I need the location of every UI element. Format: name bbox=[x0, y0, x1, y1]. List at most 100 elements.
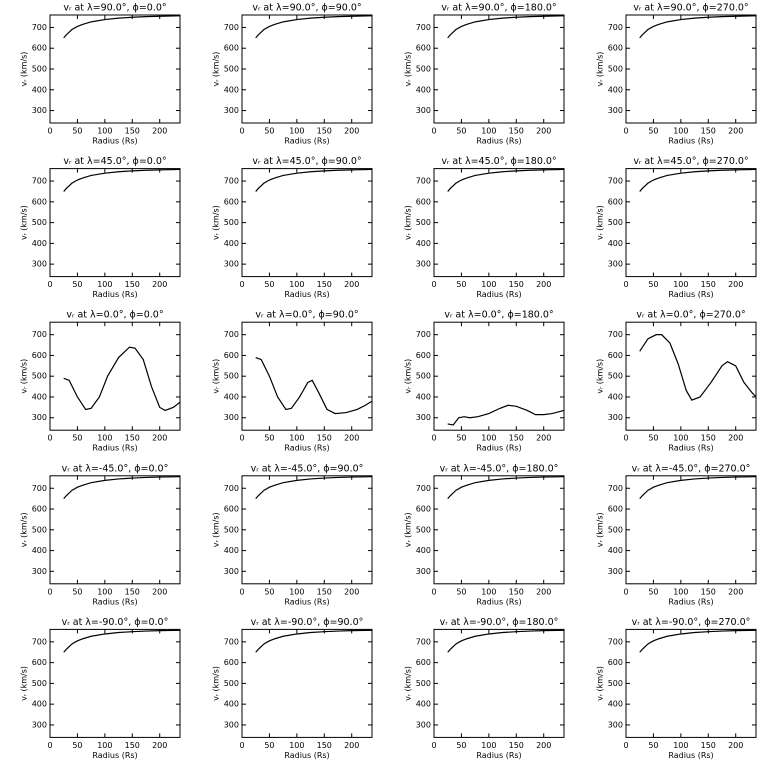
chart-title: vᵣ at λ=45.0°, ϕ=0.0° bbox=[63, 156, 166, 167]
chart-title: vᵣ at λ=0.0°, ϕ=180.0° bbox=[444, 310, 553, 321]
x-tick-label: 50 bbox=[264, 741, 274, 750]
y-axis-label: vᵣ (km/s) bbox=[20, 205, 29, 240]
y-tick-label: 700 bbox=[224, 177, 239, 186]
y-tick-label: 400 bbox=[32, 239, 47, 248]
x-tick-label: 150 bbox=[509, 280, 524, 289]
y-tick-label: 300 bbox=[224, 106, 239, 115]
y-tick-label: 400 bbox=[32, 700, 47, 709]
x-tick-label: 150 bbox=[509, 434, 524, 443]
y-tick-label: 300 bbox=[416, 413, 431, 422]
x-tick-label: 50 bbox=[72, 434, 82, 443]
x-tick-label: 100 bbox=[673, 587, 688, 596]
x-tick-label: 200 bbox=[152, 587, 167, 596]
chart-title: vᵣ at λ=0.0°, ϕ=0.0° bbox=[66, 310, 163, 321]
y-tick-label: 500 bbox=[416, 372, 431, 381]
x-tick-label: 200 bbox=[728, 280, 743, 289]
plot-frame bbox=[49, 321, 181, 431]
x-tick-label: 200 bbox=[536, 587, 551, 596]
data-line bbox=[63, 629, 181, 653]
y-tick-label: 700 bbox=[608, 177, 623, 186]
data-line bbox=[63, 15, 181, 39]
y-tick-label: 600 bbox=[32, 44, 47, 53]
x-tick-label: 100 bbox=[289, 434, 304, 443]
y-tick-label: 400 bbox=[416, 700, 431, 709]
y-tick-label: 700 bbox=[32, 177, 47, 186]
y-tick-label: 700 bbox=[416, 23, 431, 32]
data-line bbox=[447, 476, 565, 500]
chart-title: vᵣ at λ=0.0°, ϕ=270.0° bbox=[636, 310, 745, 321]
x-axis-label: Radius (Rs) bbox=[284, 597, 329, 606]
x-tick-label: 150 bbox=[317, 280, 332, 289]
data-line bbox=[447, 15, 565, 39]
y-tick-label: 600 bbox=[608, 351, 623, 360]
y-tick-label: 400 bbox=[416, 392, 431, 401]
y-tick-label: 700 bbox=[32, 637, 47, 646]
x-tick-label: 0 bbox=[47, 280, 52, 289]
y-tick-label: 300 bbox=[32, 260, 47, 269]
x-tick-label: 50 bbox=[456, 587, 466, 596]
data-line bbox=[639, 15, 757, 39]
y-tick-label: 500 bbox=[416, 65, 431, 74]
x-tick-label: 50 bbox=[648, 434, 658, 443]
x-tick-label: 150 bbox=[701, 587, 716, 596]
x-axis-label: Radius (Rs) bbox=[92, 444, 137, 453]
x-tick-label: 0 bbox=[239, 434, 244, 443]
y-tick-label: 600 bbox=[416, 197, 431, 206]
x-axis-label: Radius (Rs) bbox=[668, 137, 713, 146]
y-tick-label: 400 bbox=[32, 546, 47, 555]
y-axis-label: vᵣ (km/s) bbox=[596, 512, 605, 547]
y-tick-label: 600 bbox=[608, 197, 623, 206]
x-tick-label: 200 bbox=[152, 741, 167, 750]
x-tick-label: 0 bbox=[431, 434, 436, 443]
x-tick-label: 50 bbox=[456, 280, 466, 289]
x-tick-label: 50 bbox=[456, 434, 466, 443]
x-tick-label: 200 bbox=[152, 434, 167, 443]
y-tick-label: 700 bbox=[416, 637, 431, 646]
data-line bbox=[255, 629, 373, 653]
x-tick-label: 100 bbox=[673, 434, 688, 443]
y-tick-label: 500 bbox=[32, 372, 47, 381]
x-tick-label: 150 bbox=[317, 741, 332, 750]
y-axis-label: vᵣ (km/s) bbox=[212, 52, 221, 87]
x-axis-label: Radius (Rs) bbox=[476, 444, 521, 453]
y-tick-label: 700 bbox=[32, 484, 47, 493]
y-axis-label: vᵣ (km/s) bbox=[212, 666, 221, 701]
y-tick-label: 300 bbox=[224, 413, 239, 422]
chart-title: vᵣ at λ=90.0°, ϕ=270.0° bbox=[633, 3, 748, 14]
x-axis-label: Radius (Rs) bbox=[476, 751, 521, 760]
y-tick-label: 500 bbox=[416, 525, 431, 534]
x-tick-label: 50 bbox=[264, 434, 274, 443]
y-tick-label: 500 bbox=[416, 218, 431, 227]
data-line bbox=[639, 334, 757, 401]
y-tick-label: 500 bbox=[608, 65, 623, 74]
y-tick-label: 400 bbox=[224, 85, 239, 94]
x-tick-label: 200 bbox=[536, 434, 551, 443]
x-tick-label: 0 bbox=[239, 280, 244, 289]
y-tick-label: 600 bbox=[32, 351, 47, 360]
x-tick-label: 50 bbox=[264, 280, 274, 289]
x-tick-label: 200 bbox=[344, 741, 359, 750]
x-tick-label: 200 bbox=[344, 127, 359, 136]
x-tick-label: 150 bbox=[317, 127, 332, 136]
y-tick-label: 600 bbox=[416, 505, 431, 514]
y-tick-label: 700 bbox=[608, 484, 623, 493]
data-line bbox=[255, 476, 373, 500]
chart-title: vᵣ at λ=-90.0°, ϕ=90.0° bbox=[251, 617, 364, 628]
y-tick-label: 600 bbox=[224, 197, 239, 206]
x-tick-label: 0 bbox=[47, 741, 52, 750]
x-tick-label: 50 bbox=[72, 741, 82, 750]
x-axis-label: Radius (Rs) bbox=[284, 444, 329, 453]
x-tick-label: 50 bbox=[264, 587, 274, 596]
y-axis-label: vᵣ (km/s) bbox=[596, 666, 605, 701]
x-tick-label: 0 bbox=[431, 127, 436, 136]
x-tick-label: 100 bbox=[481, 587, 496, 596]
x-tick-label: 100 bbox=[481, 434, 496, 443]
x-tick-label: 0 bbox=[623, 280, 628, 289]
chart-title: vᵣ at λ=45.0°, ϕ=270.0° bbox=[633, 156, 748, 167]
data-line bbox=[255, 356, 373, 415]
x-tick-label: 0 bbox=[239, 587, 244, 596]
x-tick-label: 150 bbox=[125, 434, 140, 443]
y-tick-label: 300 bbox=[416, 567, 431, 576]
x-tick-label: 200 bbox=[344, 280, 359, 289]
